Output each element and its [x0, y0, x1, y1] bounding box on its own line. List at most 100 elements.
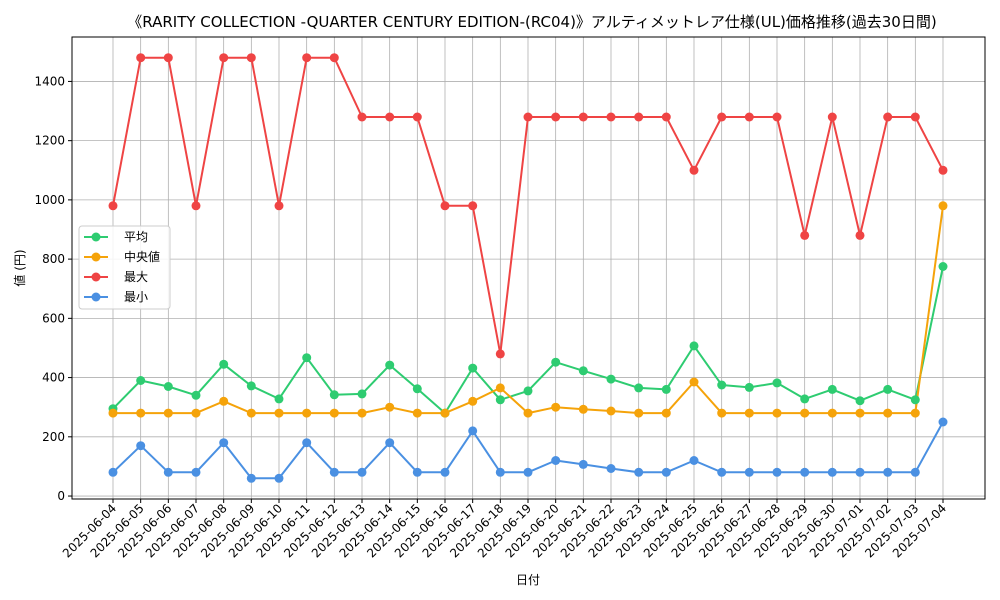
y-tick-label: 0	[57, 489, 65, 503]
data-point	[329, 53, 339, 63]
x-axis-label: 日付	[516, 573, 540, 587]
data-point	[551, 357, 561, 367]
data-point	[329, 467, 339, 477]
data-point	[744, 467, 754, 477]
legend-label: 最大	[124, 270, 148, 284]
data-point	[661, 112, 671, 122]
data-point	[274, 394, 284, 404]
data-point	[246, 473, 256, 483]
data-point	[661, 408, 671, 418]
data-point	[744, 408, 754, 418]
data-point	[827, 408, 837, 418]
data-point	[495, 349, 505, 359]
data-point	[717, 380, 727, 390]
data-point	[717, 467, 727, 477]
data-point	[772, 467, 782, 477]
data-point	[634, 112, 644, 122]
data-point	[578, 459, 588, 469]
data-point	[606, 112, 616, 122]
y-axis-ticks: 0 200 400 600 800 1000 1200 1400	[34, 74, 72, 503]
data-point	[800, 467, 810, 477]
legend-swatch-marker	[91, 252, 101, 262]
data-point	[274, 408, 284, 418]
data-point	[246, 381, 256, 391]
data-point	[274, 473, 284, 483]
data-point	[440, 408, 450, 418]
data-point	[412, 408, 422, 418]
data-point	[938, 262, 948, 271]
data-point	[910, 408, 920, 418]
data-point	[634, 467, 644, 477]
data-point	[385, 112, 395, 122]
data-point	[440, 467, 450, 477]
data-point	[883, 384, 893, 394]
data-point	[191, 408, 201, 418]
data-point	[855, 408, 865, 418]
data-point	[219, 438, 229, 448]
data-point	[827, 467, 837, 477]
legend-box	[78, 225, 171, 310]
series-points	[108, 53, 948, 483]
data-point	[717, 408, 727, 418]
data-point	[551, 402, 561, 412]
data-point	[938, 201, 948, 211]
data-point	[883, 408, 893, 418]
data-point	[468, 396, 478, 406]
data-point	[412, 112, 422, 122]
y-axis-label: 値 (円)	[12, 249, 27, 286]
data-point	[495, 395, 505, 405]
data-point	[163, 382, 173, 391]
legend-swatch-marker	[91, 232, 101, 242]
y-tick-label: 600	[42, 311, 65, 325]
data-point	[855, 230, 865, 240]
data-point	[385, 402, 395, 412]
data-point	[634, 383, 644, 393]
data-point	[219, 396, 229, 406]
chart-title: 《RARITY COLLECTION -QUARTER CENTURY EDIT…	[127, 13, 936, 31]
data-point	[191, 390, 201, 400]
data-point	[772, 408, 782, 418]
data-point	[191, 201, 201, 211]
data-point	[772, 378, 782, 388]
legend-swatch-marker	[91, 292, 101, 302]
data-point	[385, 360, 395, 370]
data-point	[302, 438, 312, 448]
data-point	[246, 53, 256, 63]
data-point	[661, 467, 671, 477]
data-point	[329, 408, 339, 418]
data-point	[938, 165, 948, 175]
legend-swatch-marker	[91, 272, 101, 282]
data-point	[827, 384, 837, 394]
data-point	[302, 53, 312, 63]
data-point	[495, 383, 505, 393]
data-point	[468, 426, 478, 436]
data-point	[883, 112, 893, 122]
data-point	[800, 230, 810, 240]
data-point	[274, 201, 284, 211]
data-point	[329, 390, 339, 400]
data-point	[910, 112, 920, 122]
data-point	[634, 408, 644, 418]
data-point	[800, 394, 810, 404]
data-point	[108, 408, 118, 418]
data-point	[578, 404, 588, 414]
data-point	[883, 467, 893, 477]
data-point	[219, 53, 229, 63]
y-tick-label: 400	[42, 371, 65, 385]
y-tick-label: 1200	[34, 134, 65, 148]
data-point	[523, 112, 533, 122]
data-point	[412, 384, 422, 394]
data-point	[136, 408, 146, 418]
y-tick-label: 1000	[34, 193, 65, 207]
data-point	[357, 408, 367, 418]
data-point	[772, 112, 782, 122]
data-point	[440, 201, 450, 211]
data-point	[163, 408, 173, 418]
data-point	[717, 112, 727, 122]
data-point	[357, 112, 367, 122]
data-point	[108, 467, 118, 477]
data-point	[163, 467, 173, 477]
data-point	[744, 112, 754, 122]
data-point	[523, 386, 533, 396]
